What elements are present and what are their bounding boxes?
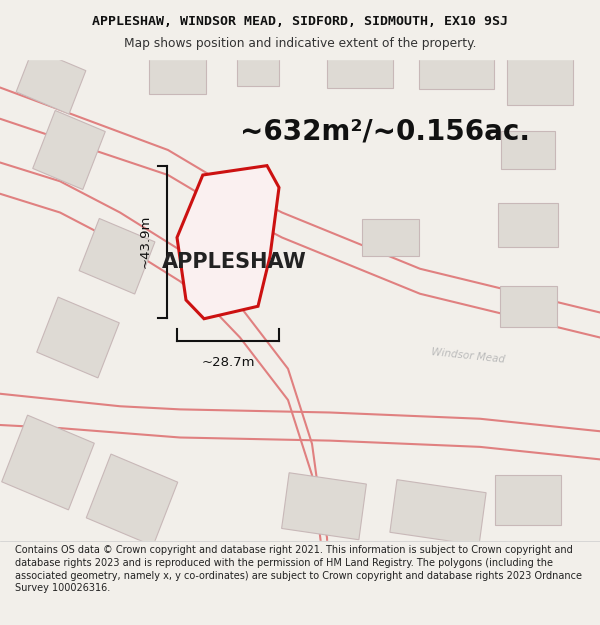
Bar	[361, 219, 419, 256]
Bar	[33, 111, 105, 189]
Bar	[419, 48, 493, 89]
Text: APPLESHAW: APPLESHAW	[161, 253, 307, 272]
Bar	[149, 56, 205, 94]
Text: APPLESHAW, WINDSOR MEAD, SIDFORD, SIDMOUTH, EX10 9SJ: APPLESHAW, WINDSOR MEAD, SIDFORD, SIDMOU…	[92, 16, 508, 28]
Bar	[507, 58, 573, 104]
Bar	[327, 50, 393, 88]
Bar	[281, 472, 367, 540]
Text: ~28.7m: ~28.7m	[201, 356, 255, 369]
Bar	[499, 286, 557, 326]
Bar	[498, 203, 558, 247]
Bar	[495, 475, 561, 525]
Text: Map shows position and indicative extent of the property.: Map shows position and indicative extent…	[124, 38, 476, 50]
Bar	[501, 131, 555, 169]
Bar	[86, 454, 178, 546]
Text: ~632m²/~0.156ac.: ~632m²/~0.156ac.	[240, 118, 530, 145]
Bar	[0, 0, 600, 59]
Bar	[2, 415, 94, 510]
Polygon shape	[177, 166, 279, 319]
Bar	[79, 219, 155, 294]
Bar	[37, 297, 119, 378]
Text: Contains OS data © Crown copyright and database right 2021. This information is : Contains OS data © Crown copyright and d…	[15, 545, 582, 593]
Text: ~43.9m: ~43.9m	[139, 215, 152, 268]
Bar	[0, 541, 600, 625]
Text: Windsor Mead: Windsor Mead	[431, 348, 505, 365]
Bar	[16, 48, 86, 114]
Bar	[237, 51, 279, 86]
Bar	[390, 479, 486, 546]
